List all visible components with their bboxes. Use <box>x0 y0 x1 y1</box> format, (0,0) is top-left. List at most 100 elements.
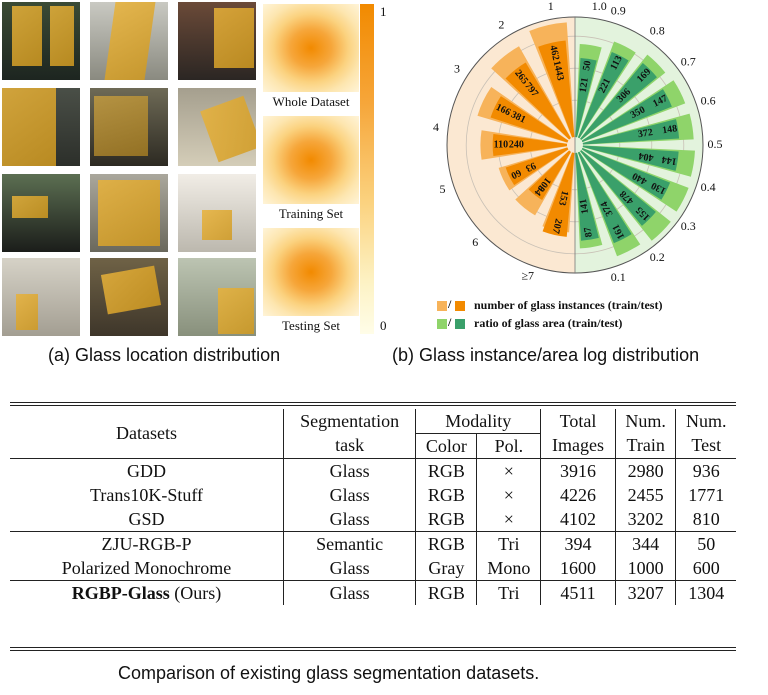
table-row: Trans10K-Stuff Glass RGB × 4226 2455 177… <box>10 483 736 507</box>
cell-test: 810 <box>692 508 720 529</box>
instance-test-label: 110 <box>494 139 508 150</box>
area-train-label: 372 <box>637 127 654 140</box>
sample-image <box>178 258 256 336</box>
area-train-label: 121 <box>578 77 591 94</box>
cell-pol: Tri <box>476 580 542 605</box>
cell-color: Gray <box>415 556 478 581</box>
sample-image <box>90 88 168 166</box>
right-category-label: 0.7 <box>681 54 696 68</box>
header-num-train: Num. <box>615 409 677 434</box>
table-rule-bottom <box>10 650 736 651</box>
table-row: ZJU-RGB-P Semantic RGB Tri 394 344 50 <box>10 531 736 556</box>
table-rule-top <box>10 402 736 403</box>
area-test-bar <box>581 89 672 143</box>
photo-grid <box>0 0 262 336</box>
legend-slash: / <box>448 315 452 329</box>
header-datasets: Datasets <box>10 409 284 459</box>
right-category-label: 0.6 <box>701 93 716 107</box>
instance-train-label: 1443 <box>551 60 566 82</box>
cell-test: 1304 <box>675 580 736 605</box>
right-category-label: 0.4 <box>701 180 716 194</box>
header-train: Train <box>615 433 677 459</box>
cell-dataset: GSD <box>10 507 284 532</box>
cell-color: RGB <box>415 531 478 556</box>
header-test: Test <box>691 435 722 456</box>
instance-test-bar <box>528 150 571 201</box>
instance-test-label: 207 <box>550 217 564 234</box>
left-category-label: 6 <box>472 235 478 249</box>
cell-task: Glass <box>283 458 417 483</box>
legend-swatch-area-test <box>455 319 465 329</box>
cell-color: RGB <box>415 507 478 532</box>
instance-test-bar <box>490 96 569 143</box>
sample-image <box>2 2 80 80</box>
cell-test: 936 <box>675 458 736 483</box>
sample-image <box>178 174 256 252</box>
right-category-label: 0.8 <box>650 23 665 37</box>
right-category-label: 0.3 <box>681 219 696 233</box>
cell-train: 1000 <box>615 556 677 581</box>
sample-image <box>178 2 256 80</box>
cell-dataset: Polarized Monochrome <box>10 556 284 581</box>
sample-image <box>2 258 80 336</box>
area-test-bar <box>580 63 657 140</box>
right-category-label: 1.0 <box>592 0 607 13</box>
cell-color: RGB <box>415 458 478 483</box>
heatmap-whole-dataset <box>263 4 359 92</box>
cell-test: 50 <box>675 531 736 556</box>
table-rule-bottom <box>10 647 736 648</box>
table-row: GSD Glass RGB × 4102 3202 810 <box>10 507 736 532</box>
header-num-test: Num. <box>685 410 727 431</box>
cell-task: Glass <box>283 507 417 532</box>
legend-swatch-instance-test <box>455 301 465 311</box>
cell-pol: × <box>476 507 542 532</box>
legend-swatch-area-train <box>437 319 447 329</box>
instance-test-bar <box>505 62 571 140</box>
area-test-label: 148 <box>661 123 678 136</box>
right-category-label: 0.9 <box>611 4 626 18</box>
heatmap-label: Testing Set <box>263 318 359 334</box>
ours-suffix: (Ours) <box>169 582 222 603</box>
cell-total: 394 <box>540 531 616 556</box>
heatmap-training-set <box>263 116 359 204</box>
cell-total: 4511 <box>540 580 616 605</box>
cell-test: 600 <box>692 557 720 578</box>
figure-b-caption: (b) Glass instance/area log distribution <box>392 345 700 365</box>
table-row: Polarized Monochrome Glass Gray Mono 160… <box>10 556 736 581</box>
cell-task: Glass <box>283 483 417 507</box>
instance-train-label: 153 <box>556 189 570 206</box>
cell-dataset: RGBP-Glass (Ours) <box>10 580 284 605</box>
heatmap-label: Training Set <box>263 206 359 222</box>
cell-color: RGB <box>415 580 478 605</box>
cell-train: 344 <box>615 531 677 556</box>
instance-test-bar <box>538 40 575 138</box>
cell-pol: × <box>476 483 542 507</box>
cell-dataset: GDD <box>10 458 284 483</box>
cell-train: 2455 <box>615 483 677 507</box>
instance-test-label: 60 <box>509 167 523 181</box>
comparison-table: Datasets Segmentation Modality Total Num… <box>10 409 736 605</box>
area-test-bar <box>577 51 629 139</box>
cell-train: 3207 <box>615 580 677 605</box>
area-test-bar <box>575 152 599 241</box>
header-color: Color <box>415 433 478 459</box>
left-category-label: 1 <box>548 0 554 13</box>
colorbar-max-label: 1 <box>380 4 387 19</box>
table-row-ours: RGBP-Glass (Ours) Glass RGB Tri 4511 320… <box>10 580 736 605</box>
sample-image <box>2 88 80 166</box>
area-train-label: 404 <box>638 150 655 163</box>
cell-pol: × <box>476 458 542 483</box>
area-test-bar <box>577 151 632 244</box>
cell-color: RGB <box>415 483 478 507</box>
area-train-label: 141 <box>578 198 591 215</box>
colorbar-min-label: 0 <box>380 318 387 333</box>
cell-pol: Mono <box>476 556 542 581</box>
area-test-bar <box>582 145 679 171</box>
header-pol: Pol. <box>476 433 542 459</box>
cell-train: 3202 <box>615 507 677 532</box>
header-task: task <box>283 433 417 459</box>
table-header-row: Datasets Segmentation Modality Total Num… <box>10 409 736 459</box>
instance-test-bar <box>492 133 568 157</box>
table-rule-top <box>10 405 736 406</box>
cell-task: Glass <box>283 580 417 605</box>
